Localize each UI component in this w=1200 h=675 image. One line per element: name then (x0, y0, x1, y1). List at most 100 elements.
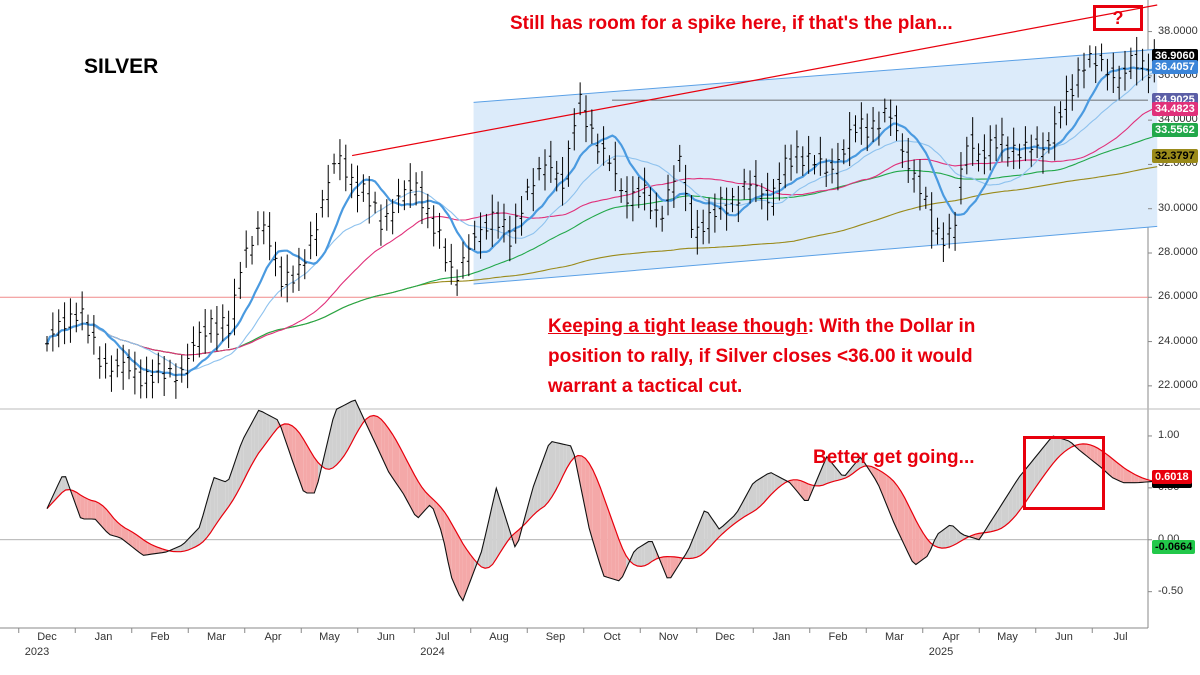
month-label: Jul (435, 631, 450, 643)
price-bar (455, 269, 460, 296)
osc-fill-segment (1105, 453, 1109, 475)
osc-fill-segment (251, 417, 255, 466)
price-bar (935, 217, 940, 245)
price-bar (373, 191, 378, 214)
price-bar (548, 140, 553, 183)
osc-fill-segment (117, 522, 122, 539)
osc-fill-segment (540, 455, 545, 509)
price-bar (929, 192, 934, 249)
osc-fill-segment (99, 503, 103, 528)
price-bar (865, 113, 870, 152)
price-bar (525, 178, 530, 201)
osc-fill-segment (949, 525, 953, 547)
osc-fill-segment (80, 495, 85, 519)
osc-fill-segment (733, 511, 738, 525)
month-label: Nov (658, 631, 679, 643)
osc-fill-segment (262, 411, 267, 449)
osc-fill-segment (236, 446, 241, 495)
price-bar (308, 221, 313, 260)
price-bar (1111, 52, 1116, 94)
osc-fill-segment (136, 534, 140, 553)
osc-fill-segment (54, 484, 59, 501)
osc-fill-segment (897, 485, 901, 538)
osc-fill-segment (808, 483, 812, 501)
price-bar (378, 204, 383, 246)
osc-fill-segment (110, 513, 114, 536)
year-label: 2023 (24, 646, 50, 658)
osc-fill-segment (1045, 439, 1050, 473)
osc-fill-segment (1086, 444, 1091, 459)
price-bar (695, 209, 700, 255)
price-bar (162, 356, 167, 397)
osc-fill-segment (774, 474, 779, 491)
osc-fill-segment (1042, 444, 1046, 479)
osc-fill-segment (1131, 472, 1135, 483)
osc-fill-segment (611, 518, 616, 580)
osc-fill-segment (436, 503, 441, 530)
price-bar (777, 162, 782, 201)
osc-fill-segment (1016, 476, 1020, 516)
price-bar (513, 203, 518, 244)
price-bar (466, 234, 471, 277)
price-bar (537, 156, 542, 181)
month-label: Apr (942, 631, 960, 643)
osc-fill-segment (641, 543, 645, 567)
osc-fill-segment (615, 528, 619, 581)
osc-fill-segment (496, 488, 500, 559)
ma-line-fast-MA (45, 66, 1158, 377)
price-bar (173, 363, 178, 399)
osc-fill-segment (552, 441, 556, 497)
osc-fill-segment (1116, 462, 1121, 482)
osc-fill-segment (232, 457, 237, 501)
month-label: Feb (150, 631, 170, 643)
osc-fill-segment (433, 499, 437, 520)
price-bar (701, 209, 706, 245)
price-bar (209, 309, 214, 343)
osc-fill-segment (76, 492, 81, 518)
price-bar (642, 167, 647, 211)
price-bar (677, 144, 682, 172)
price-bar (150, 359, 155, 399)
price-bar (1070, 74, 1075, 111)
osc-fill-segment (912, 512, 916, 565)
osc-fill-segment (648, 541, 653, 564)
osc-fill-segment (1094, 446, 1098, 465)
price-bar (255, 211, 260, 246)
osc-fill-segment (886, 474, 890, 513)
price-tick-label: 30.0000 (1158, 201, 1198, 214)
price-bar (742, 168, 747, 200)
price-bar (390, 198, 395, 235)
osc-fill-segment (147, 542, 151, 555)
osc-fill-segment (84, 497, 88, 519)
osc-fill-segment (73, 490, 77, 508)
month-label: Feb (828, 631, 848, 643)
price-bar (859, 102, 864, 145)
price-bar (320, 189, 325, 218)
osc-fill-segment (206, 489, 211, 538)
price-bar (923, 186, 928, 209)
price-bar (74, 302, 79, 333)
price-bar (349, 163, 354, 199)
price-bar (753, 160, 758, 203)
month-label: Mar (207, 631, 226, 643)
osc-fill-segment (1090, 444, 1095, 462)
osc-fill-segment (225, 479, 229, 512)
osc-fill-segment (254, 410, 259, 460)
osc-fill-segment (919, 527, 924, 562)
osc-fill-segment (1097, 448, 1102, 468)
price-bar (584, 95, 589, 143)
osc-fill-segment (106, 509, 111, 535)
price-bar (279, 256, 284, 297)
price-bar (824, 158, 829, 187)
price-bar (156, 352, 161, 384)
price-bar (138, 359, 143, 399)
osc-signal-line (46, 414, 1158, 569)
osc-fill-segment (1053, 436, 1057, 464)
price-bar (578, 82, 583, 116)
osc-fill-segment (128, 530, 133, 547)
osc-fill-segment (889, 477, 894, 522)
osc-fill-segment (934, 533, 939, 548)
osc-fill-segment (1012, 481, 1017, 520)
osc-fill-segment (689, 538, 694, 559)
price-bar (707, 197, 712, 244)
